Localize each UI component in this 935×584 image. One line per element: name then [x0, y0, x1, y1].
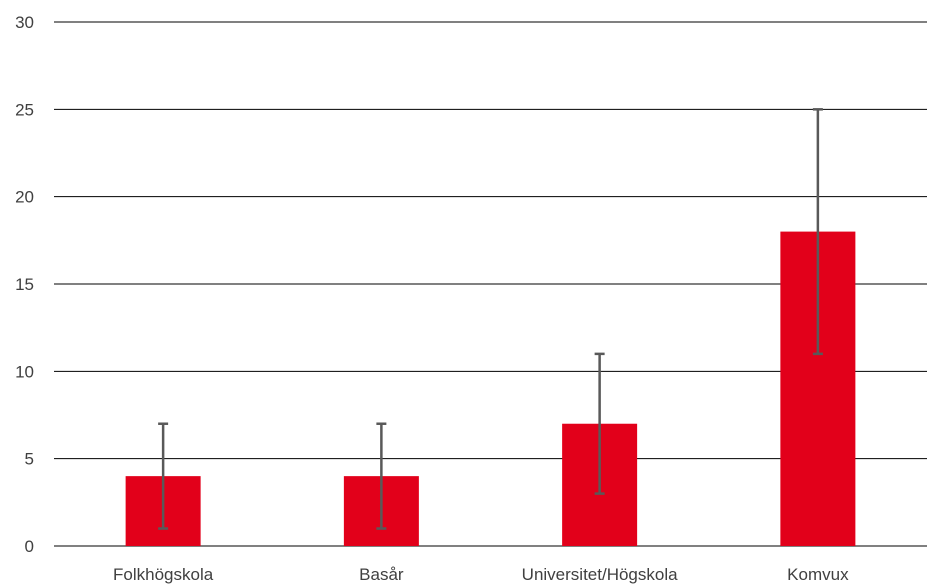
error-bar	[158, 422, 169, 530]
error-bars	[158, 108, 823, 530]
y-axis-ticks: 0 5 10 15 20 25 30	[15, 13, 34, 556]
x-category-label: Basår	[359, 565, 404, 584]
y-tick-label: 10	[15, 362, 34, 381]
x-category-label: Komvux	[787, 565, 849, 584]
y-tick-label: 5	[25, 450, 34, 469]
y-tick-label: 30	[15, 13, 34, 32]
bars	[125, 231, 856, 546]
error-bar	[594, 352, 605, 495]
y-tick-label: 20	[15, 188, 34, 207]
y-tick-label: 25	[15, 100, 34, 119]
x-axis-labels: Folkhögskola Basår Universitet/Högskola Kom…	[113, 565, 849, 584]
error-bar	[812, 108, 823, 356]
y-tick-label: 0	[25, 537, 34, 556]
x-category-label: Universitet/Högskola	[522, 565, 678, 584]
y-tick-label: 15	[15, 275, 34, 294]
error-bar	[376, 422, 387, 530]
x-category-label: Folkhögskola	[113, 565, 214, 584]
gridlines	[54, 21, 927, 547]
